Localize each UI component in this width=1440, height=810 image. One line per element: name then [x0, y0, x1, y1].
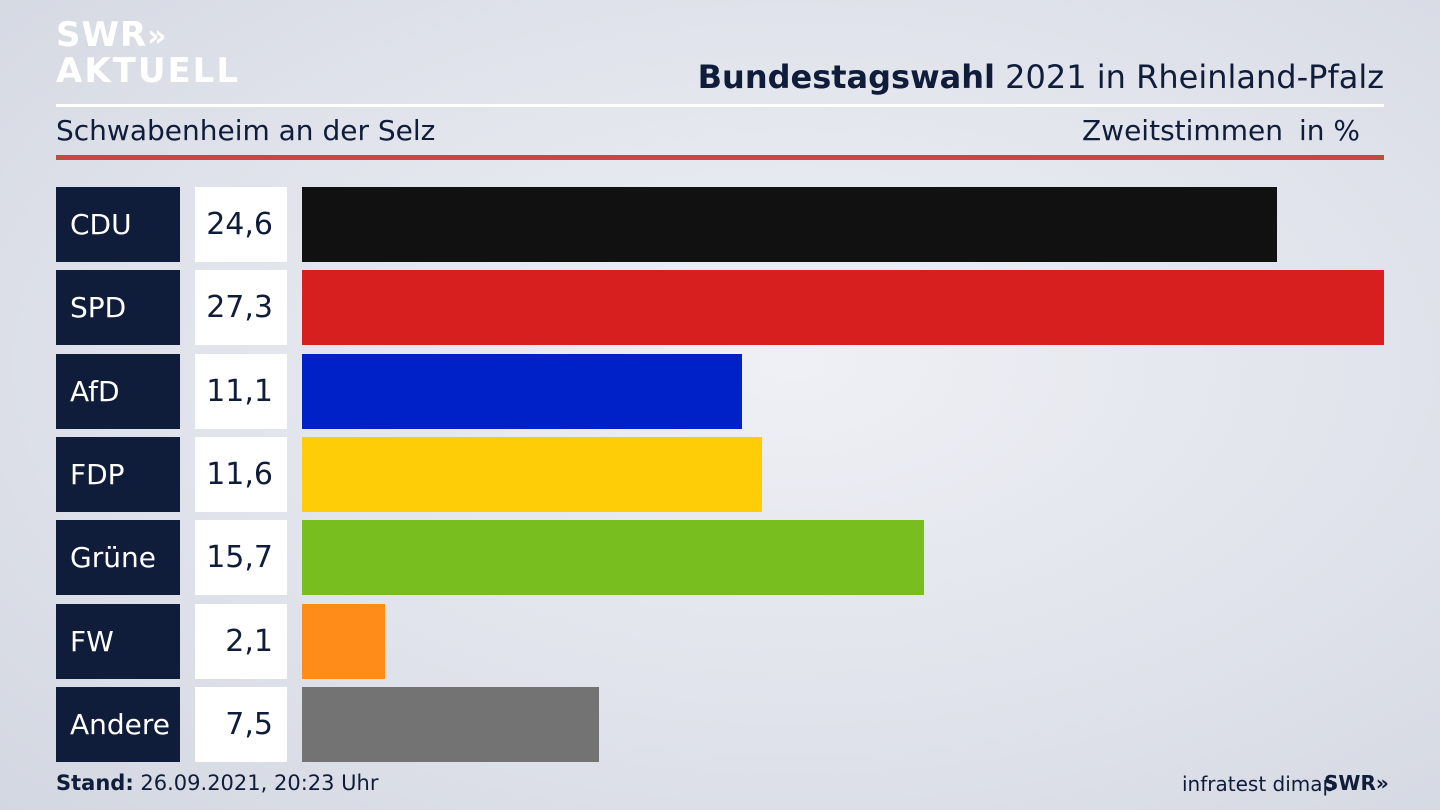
- party-label: Andere: [56, 686, 180, 762]
- bar: [302, 603, 386, 679]
- divider-red: [56, 155, 1384, 160]
- value-label: 24,6: [195, 187, 287, 262]
- source-label: infratest dimap: [1182, 772, 1336, 796]
- logo-swr: SWR: [56, 15, 148, 55]
- timestamp-value: 26.09.2021, 20:23 Uhr: [133, 771, 379, 795]
- logo-aktuell: AKTUELL: [56, 51, 241, 91]
- divider-white: [56, 104, 1384, 107]
- party-label: Grüne: [56, 520, 180, 596]
- bar-row: AfD 11,1: [0, 353, 1440, 429]
- chart-title: Bundestagswahl 2021 in Rheinland-Pfalz: [698, 58, 1384, 96]
- value-label: 2,1: [195, 603, 287, 679]
- bar-row: FW 2,1: [0, 603, 1440, 679]
- bar: [302, 436, 762, 512]
- party-label: SPD: [56, 270, 180, 346]
- value-label: 11,6: [195, 436, 287, 512]
- title-bold: Bundestagswahl: [697, 58, 995, 96]
- value-label: 15,7: [195, 520, 287, 596]
- vote-type-label: Zweitstimmen: [1082, 114, 1283, 147]
- bar-row: Andere 7,5: [0, 686, 1440, 762]
- value-label: 11,1: [195, 353, 287, 429]
- chart-subtitle: Schwabenheim an der Selz: [56, 114, 436, 147]
- party-label: CDU: [56, 187, 180, 262]
- bar: [302, 270, 1384, 346]
- swr-aktuell-logo: SWR» AKTUELL: [56, 18, 240, 88]
- value-label: 7,5: [195, 686, 287, 762]
- unit-label: in %: [1299, 114, 1361, 147]
- bar-row: FDP 11,6: [0, 436, 1440, 512]
- timestamp-label: Stand:: [56, 771, 134, 795]
- party-label: AfD: [56, 353, 180, 429]
- title-rest: 2021 in Rheinland-Pfalz: [995, 58, 1384, 96]
- value-label: 27,3: [195, 270, 287, 346]
- timestamp: Stand: 26.09.2021, 20:23 Uhr: [56, 771, 379, 795]
- bar: [302, 353, 742, 429]
- logo-chevron-icon: »: [147, 19, 168, 54]
- bar: [302, 686, 600, 762]
- bar-row: CDU 24,6: [0, 187, 1440, 262]
- party-label: FW: [56, 603, 180, 679]
- bar-row: Grüne 15,7: [0, 520, 1440, 596]
- bar: [302, 187, 1277, 262]
- bar-row: SPD 27,3: [0, 270, 1440, 346]
- party-label: FDP: [56, 436, 180, 512]
- bar: [302, 520, 925, 596]
- swr-small-logo: SWR»: [1324, 771, 1389, 795]
